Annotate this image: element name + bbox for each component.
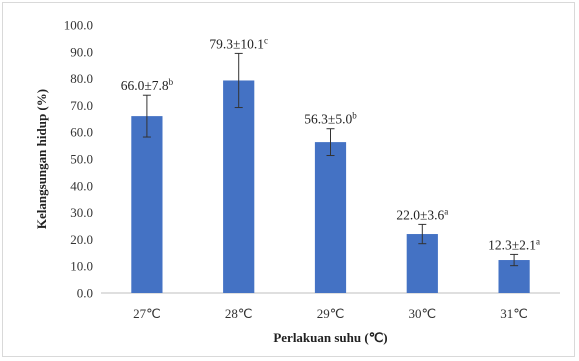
- data-label: 79.3±10.1c: [209, 35, 268, 51]
- x-tick-label: 31℃: [500, 306, 528, 321]
- x-tick-label: 27℃: [133, 306, 161, 321]
- error-bar: [418, 223, 427, 245]
- x-axis-title: Perlakuan suhu (℃): [273, 330, 387, 345]
- y-tick-label: 80.0: [70, 71, 93, 86]
- error-bar: [142, 94, 151, 138]
- x-axis-ticks: 27℃ 28℃ 29℃ 30℃ 31℃: [133, 306, 528, 321]
- y-axis-title: Kelangsungan hidup (%): [34, 89, 49, 229]
- y-tick-label: 0.0: [77, 286, 93, 301]
- y-tick-label: 70.0: [70, 98, 93, 113]
- error-bar: [234, 52, 243, 109]
- y-tick-label: 20.0: [70, 232, 93, 247]
- y-axis-ticks: 0.0 10.0 20.0 30.0 40.0 50.0 60.0 70.0 80.0 90.0 1…: [64, 18, 93, 301]
- y-tick-label: 90.0: [70, 44, 93, 59]
- x-tick-label: 29℃: [317, 306, 345, 321]
- y-tick-label: 40.0: [70, 178, 93, 193]
- y-tick-label: 60.0: [70, 125, 93, 140]
- y-tick-label: 10.0: [70, 259, 93, 274]
- y-tick-label: 50.0: [70, 152, 93, 167]
- bar: [223, 80, 255, 293]
- error-bar: [510, 253, 519, 267]
- bar: [131, 116, 163, 294]
- y-tick-label: 30.0: [70, 205, 93, 220]
- data-label: 56.3±5.0b: [304, 111, 357, 127]
- y-tick-label: 100.0: [64, 18, 93, 33]
- bars: 66.0±7.8b 79.3±10.1c 56.3±5.0b 22.0±3.6a 12.…: [121, 35, 540, 294]
- data-label: 22.0±3.6a: [396, 206, 448, 222]
- data-label: 12.3±2.1a: [488, 236, 540, 252]
- x-tick-label: 30℃: [408, 306, 436, 321]
- data-label: 66.0±7.8b: [121, 77, 174, 93]
- bar: [314, 142, 347, 293]
- error-bar: [326, 128, 335, 157]
- x-tick-label: 28℃: [225, 306, 253, 321]
- chart-frame: [2, 2, 575, 357]
